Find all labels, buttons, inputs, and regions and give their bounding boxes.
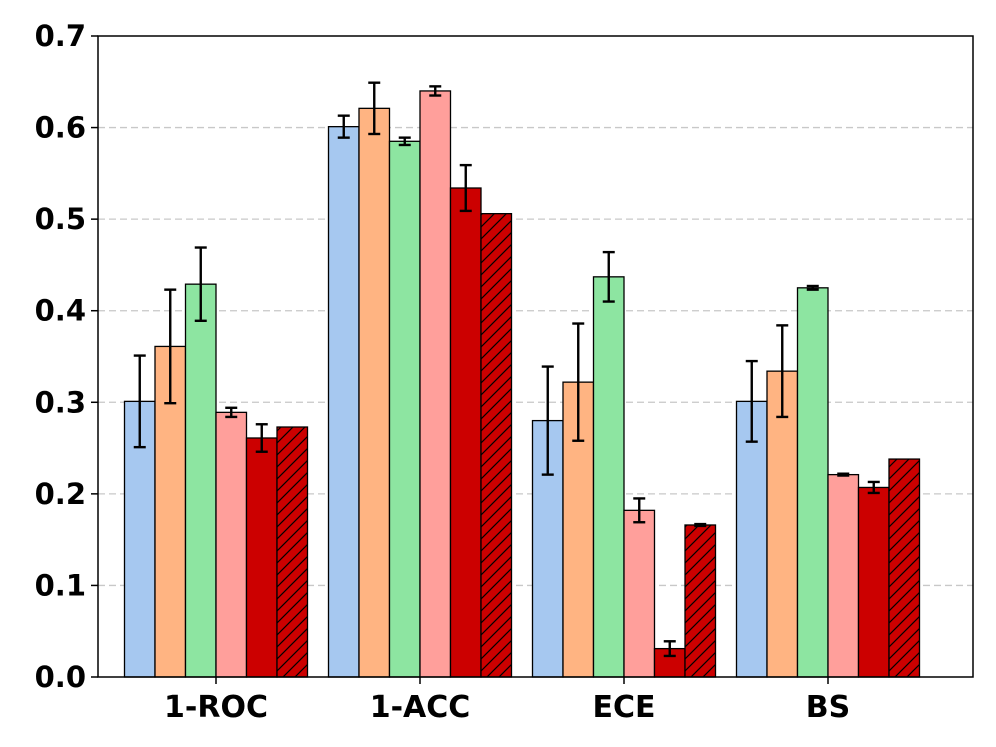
bar-bs-s4 xyxy=(827,473,860,678)
error-bar xyxy=(459,163,472,213)
x-tick-label: ECE xyxy=(592,690,655,725)
y-tick-label: 0.2 xyxy=(35,477,86,511)
y-tick-label: 0.6 xyxy=(35,111,86,145)
error-bar xyxy=(837,472,850,477)
plot-frame xyxy=(97,35,974,678)
bar-1-roc-s5 xyxy=(245,437,278,678)
bar-ece-s3 xyxy=(592,276,625,678)
error-bar xyxy=(633,497,646,524)
x-tick-label: 1-ROC xyxy=(164,690,268,725)
bar-bs-s5 xyxy=(857,486,890,678)
error-bar xyxy=(337,114,350,139)
bar-1-roc-s4 xyxy=(215,411,248,678)
bar-bs-s1 xyxy=(735,400,768,678)
bar-1-roc-s3 xyxy=(184,283,217,678)
bar-1-acc-s2 xyxy=(358,107,391,678)
error-bar xyxy=(398,136,411,147)
y-tick-label: 0.3 xyxy=(35,385,86,419)
bar-1-acc-s6 xyxy=(480,212,513,678)
error-bar xyxy=(776,324,789,419)
error-bars xyxy=(133,81,880,658)
bars xyxy=(123,90,921,678)
bar-ece-s6 xyxy=(684,524,717,678)
error-bar xyxy=(572,322,585,442)
y-tick-label: 0.7 xyxy=(35,19,86,53)
y-tick-label: 0.0 xyxy=(35,660,86,694)
error-bar xyxy=(867,480,880,495)
bar-bs-s3 xyxy=(796,287,829,678)
error-bar xyxy=(429,85,442,97)
bar-1-acc-s5 xyxy=(449,187,482,678)
error-bar xyxy=(663,640,676,658)
error-bar xyxy=(164,288,177,405)
error-bar xyxy=(255,423,268,453)
error-bar xyxy=(541,365,554,476)
x-axis-ticks: 1-ROC 1-ACC ECE BS xyxy=(164,677,850,725)
error-bar xyxy=(368,81,381,136)
error-bar xyxy=(745,359,758,443)
error-bar xyxy=(806,284,819,291)
error-bar xyxy=(133,354,146,449)
x-tick-label: BS xyxy=(806,690,850,725)
y-axis-ticks: 0.0 0.1 0.2 0.3 0.4 0.5 0.6 0.7 xyxy=(35,19,98,694)
error-bar xyxy=(602,250,615,303)
y-tick-label: 0.5 xyxy=(35,202,86,236)
error-bar xyxy=(194,246,207,322)
bar-1-roc-s6 xyxy=(276,426,309,678)
bar-1-acc-s4 xyxy=(419,90,452,678)
error-bar xyxy=(694,522,707,528)
x-tick-label: 1-ACC xyxy=(370,690,471,725)
bar-bs-s6 xyxy=(888,458,921,678)
y-tick-label: 0.1 xyxy=(35,568,86,602)
y-tick-label: 0.4 xyxy=(35,294,86,328)
error-bar xyxy=(225,406,238,419)
bar-1-acc-s3 xyxy=(388,140,421,678)
bar-1-acc-s1 xyxy=(327,126,360,678)
bar-ece-s4 xyxy=(623,509,656,678)
